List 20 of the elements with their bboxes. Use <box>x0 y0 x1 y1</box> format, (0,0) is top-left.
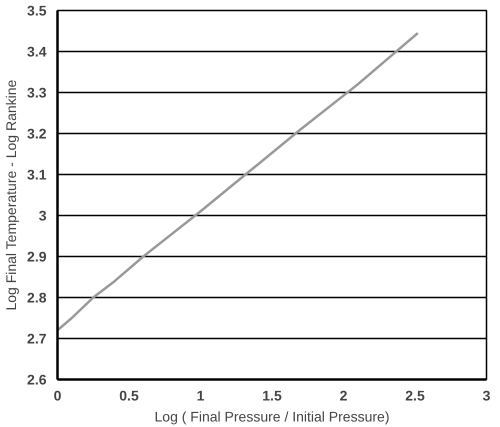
x-tick-label: 0.5 <box>119 388 139 404</box>
y-tick-label: 2.6 <box>27 372 47 388</box>
y-tick-label: 3.1 <box>27 166 47 182</box>
x-tick-label: 1 <box>196 388 205 404</box>
x-axis-title: Log ( Final Pressure / Initial Pressure) <box>154 408 390 424</box>
y-axis-title: Log Final Temperature - Log Rankine <box>3 79 20 311</box>
x-tick-label: 3 <box>482 388 491 404</box>
x-tick-label: 0 <box>54 388 62 404</box>
y-tick-label: 3.4 <box>27 44 47 60</box>
x-tick-label: 1.5 <box>262 388 282 404</box>
y-tick-label: 3 <box>38 208 47 224</box>
y-tick-label: 3.3 <box>27 84 47 100</box>
y-tick-label: 3.2 <box>27 126 47 142</box>
y-tick-label: 2.9 <box>27 248 47 264</box>
y-tick-label: 2.7 <box>27 330 47 346</box>
y-tick-label: 3.5 <box>27 2 47 18</box>
line-series <box>58 32 420 332</box>
x-tick-label: 2 <box>340 388 348 404</box>
y-tick-label: 2.8 <box>27 290 47 306</box>
x-tick-label: 2.5 <box>405 388 425 404</box>
